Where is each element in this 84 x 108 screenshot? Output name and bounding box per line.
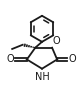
Text: O: O (6, 54, 14, 64)
Text: O: O (68, 54, 76, 64)
Text: O: O (52, 36, 60, 46)
Text: NH: NH (35, 72, 49, 82)
